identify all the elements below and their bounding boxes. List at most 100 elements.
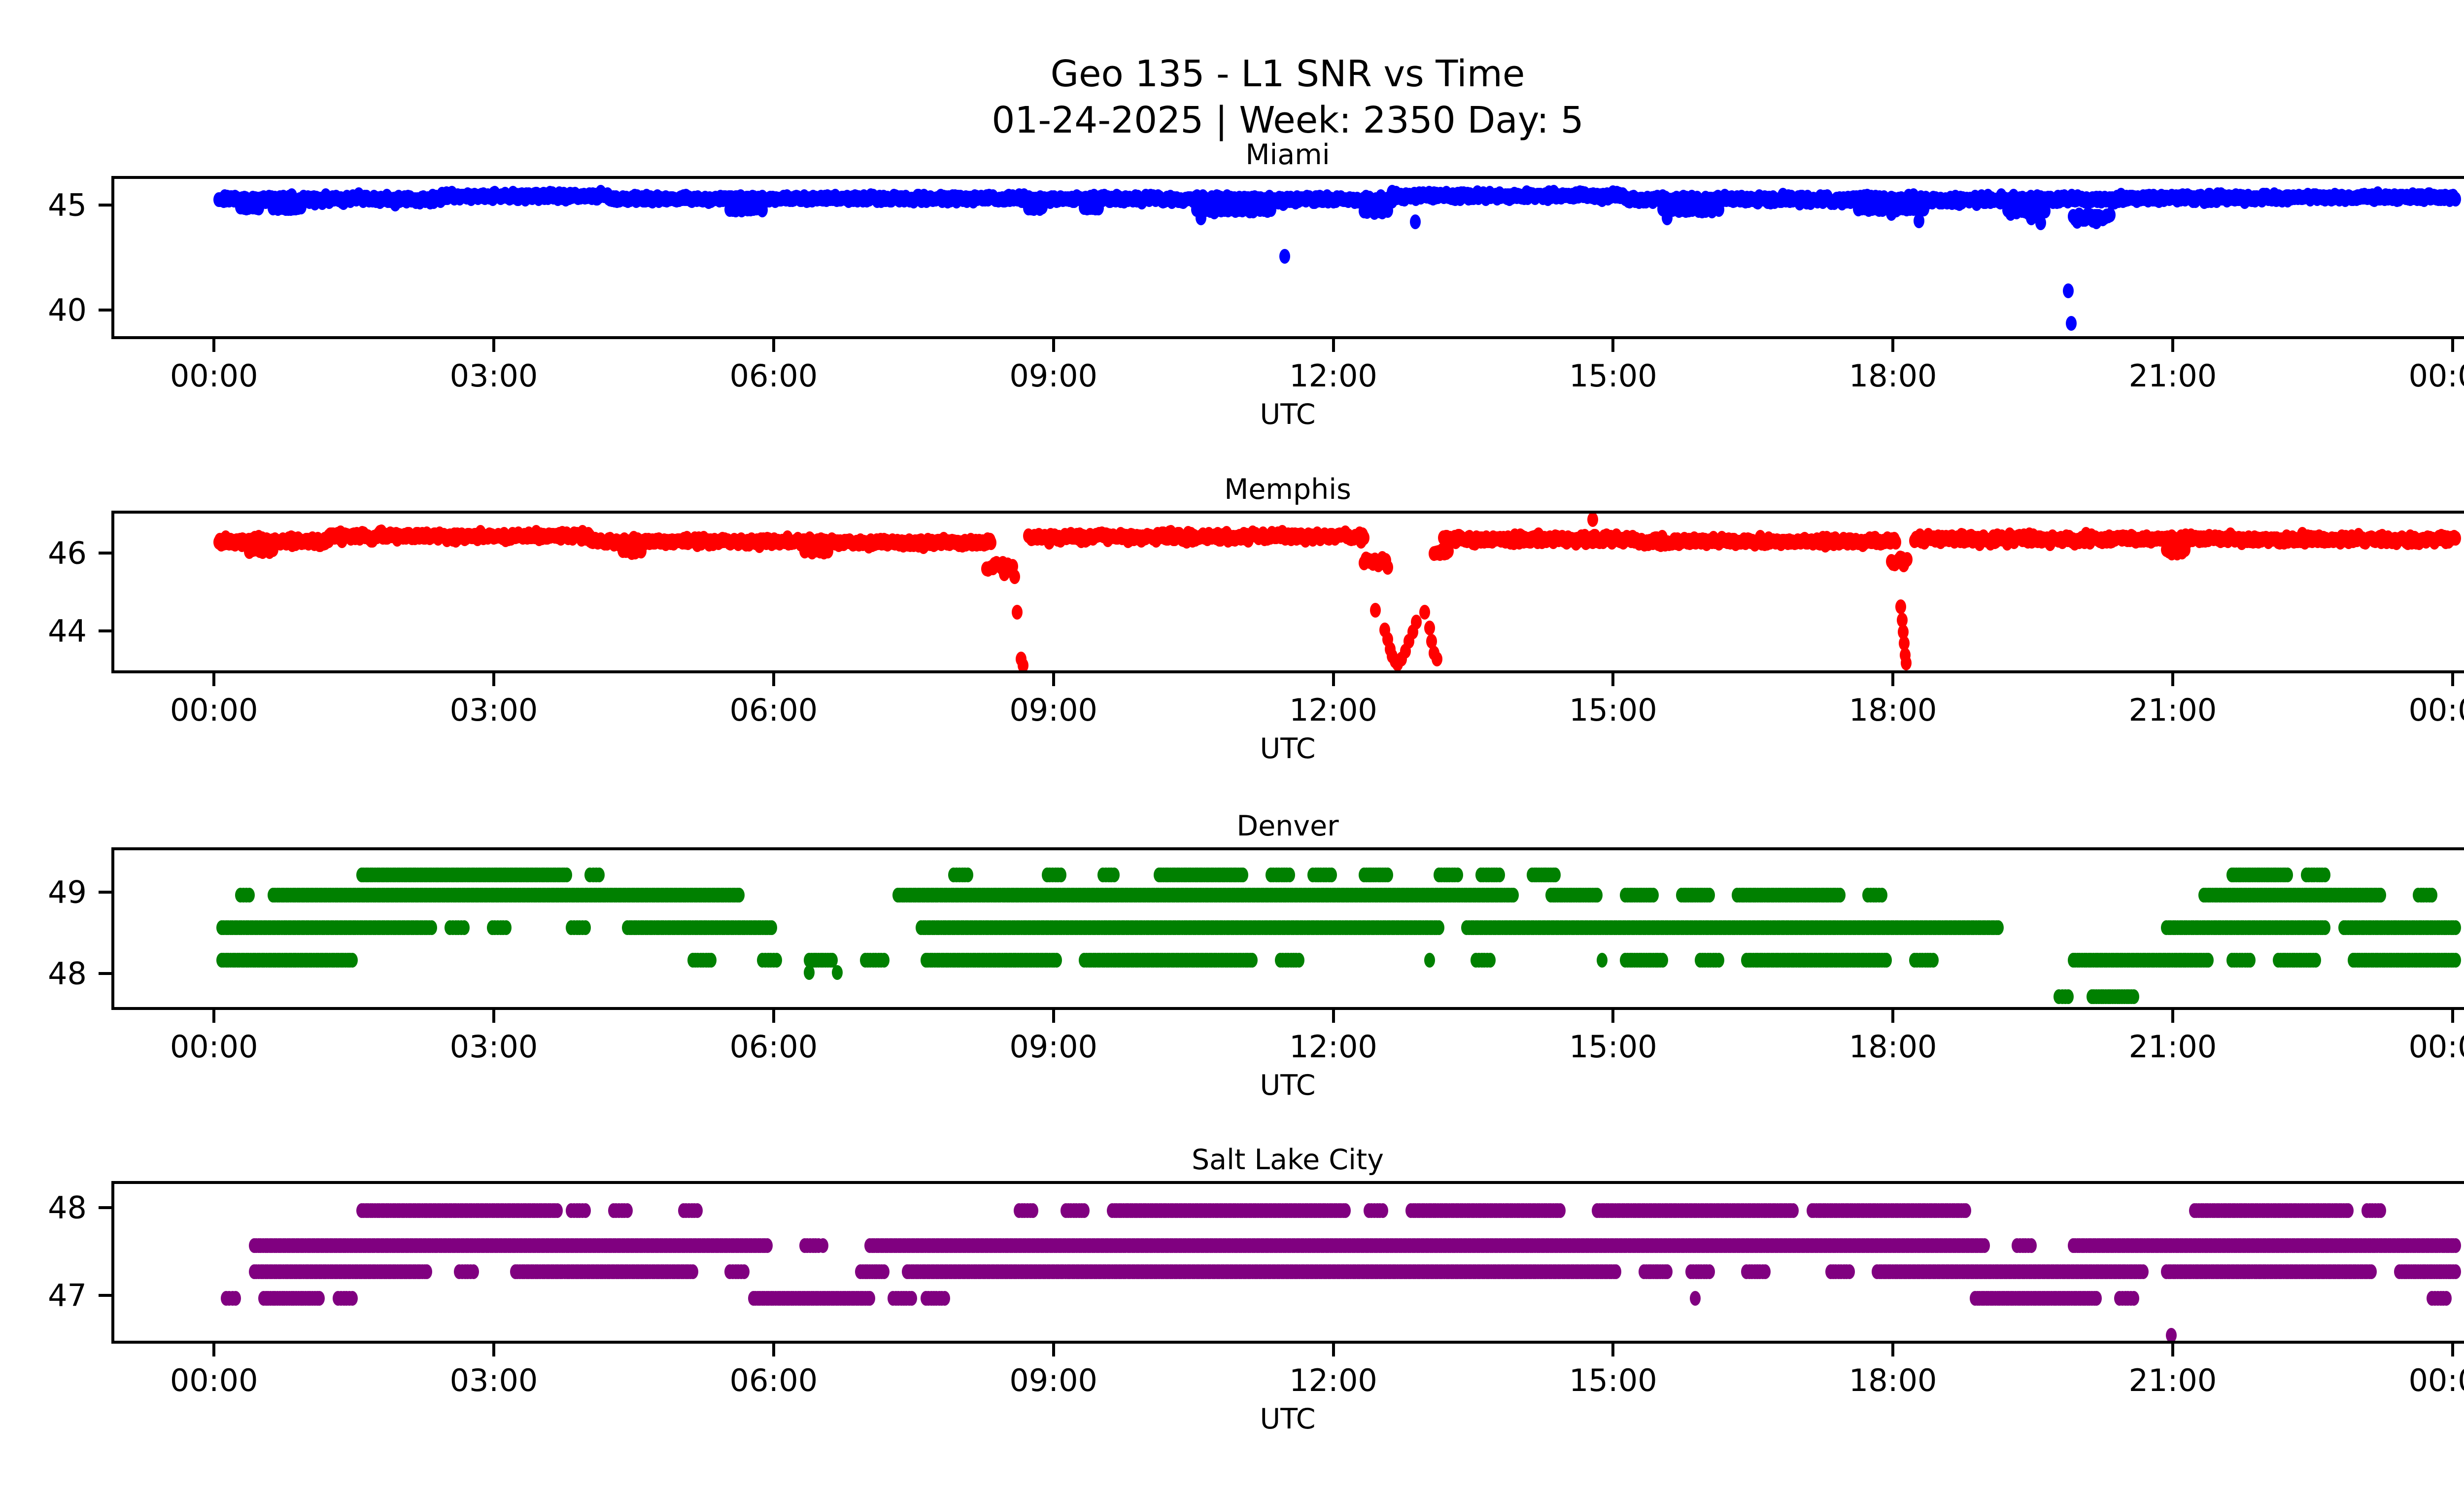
data-point: [1012, 605, 1023, 620]
x-tick-label: 06:00: [729, 358, 818, 394]
data-point: [1704, 887, 1715, 903]
x-tick-mark: [1052, 339, 1055, 352]
figure-suptitle: Geo 135 - L1 SNR vs Time 01-24-2025 | We…: [0, 4, 2464, 191]
suptitle-line-2: 01-24-2025 | Week: 2350 Day: 5: [992, 99, 1584, 142]
suptitle-line-1: Geo 135 - L1 SNR vs Time: [1050, 52, 1525, 95]
data-point: [561, 867, 572, 882]
y-tick-label: 45: [48, 187, 87, 223]
data-point: [1359, 530, 1370, 545]
data-point: [1550, 867, 1561, 882]
x-tick-label: 00:00: [2408, 358, 2464, 394]
data-point: [2105, 208, 2116, 223]
data-point: [1900, 655, 1912, 670]
data-point: [1382, 867, 1393, 882]
x-tick-label: 15:00: [1569, 692, 1657, 728]
x-tick-label: 09:00: [1009, 358, 1098, 394]
x-tick-mark: [492, 339, 496, 352]
data-point: [822, 544, 833, 559]
x-tick-mark: [772, 673, 775, 686]
x-tick-mark: [1332, 339, 1335, 352]
x-tick-label: 18:00: [1848, 358, 1937, 394]
data-point: [2450, 531, 2461, 546]
data-point: [1109, 867, 1120, 882]
data-point: [244, 887, 255, 903]
data-point: [1648, 887, 1659, 903]
data-point: [1419, 605, 1431, 620]
data-point: [1093, 200, 1104, 215]
data-point: [1009, 569, 1020, 585]
x-tick-label: 03:00: [449, 358, 538, 394]
x-tick-mark: [1891, 673, 1895, 686]
data-point: [962, 867, 973, 882]
x-tick-mark: [212, 339, 216, 352]
data-point: [2063, 283, 2074, 299]
data-point: [426, 920, 437, 935]
data-point: [2282, 867, 2293, 882]
data-point: [2179, 542, 2190, 557]
x-tick-mark: [2171, 339, 2174, 352]
y-tick-label: 44: [48, 613, 87, 649]
data-point: [1196, 210, 1207, 225]
data-point: [757, 203, 768, 218]
data-point: [1017, 658, 1028, 670]
y-tick-label: 46: [48, 535, 87, 571]
x-tick-mark: [1332, 673, 1335, 686]
data-point: [1713, 202, 1724, 217]
x-tick-label: 06:00: [729, 692, 818, 728]
data-point: [594, 867, 605, 882]
x-tick-label: 00:00: [170, 692, 258, 728]
data-point: [1452, 867, 1463, 882]
x-tick-mark: [1611, 673, 1615, 686]
subplot-title: Denver: [1236, 810, 1339, 842]
x-tick-mark: [492, 673, 496, 686]
x-axis-label: UTC: [1260, 398, 1316, 431]
data-point: [1895, 599, 1906, 614]
x-tick-label: 00:00: [170, 358, 258, 394]
data-point: [295, 200, 307, 215]
data-point: [1901, 552, 1913, 567]
y-tick-mark: [99, 629, 111, 632]
data-point: [1326, 867, 1337, 882]
data-point: [2427, 887, 2438, 903]
x-tick-label: 12:00: [1289, 358, 1377, 394]
data-point: [580, 920, 591, 935]
x-tick-label: 09:00: [1009, 692, 1098, 728]
data-point: [1382, 560, 1393, 575]
data-point: [1424, 620, 1435, 635]
x-tick-label: 03:00: [449, 692, 538, 728]
data-point: [766, 920, 778, 935]
subplot-title: Memphis: [1224, 473, 1351, 506]
data-point: [1369, 603, 1381, 618]
data-point: [1587, 514, 1598, 527]
data-point: [267, 542, 278, 557]
data-point: [1890, 535, 1902, 550]
data-point: [1382, 203, 1393, 218]
x-tick-mark: [1891, 339, 1895, 352]
data-point: [2035, 215, 2046, 231]
data-point: [1037, 200, 1048, 215]
x-tick-label: 15:00: [1569, 358, 1657, 394]
data-point: [1237, 867, 1249, 882]
subplot-denver: Denver4948l1_snr00:0003:0006:0009:0012:0…: [0, 803, 2464, 1102]
data-point: [1494, 867, 1505, 882]
x-tick-label: 21:00: [2128, 692, 2217, 728]
data-point: [1592, 887, 1603, 903]
x-axis-label: UTC: [1260, 732, 1316, 765]
data-point: [1914, 213, 1925, 228]
data-point: [1876, 887, 1887, 903]
data-point: [1266, 202, 1276, 217]
data-point: [1885, 206, 1897, 221]
x-tick-mark: [212, 673, 216, 686]
plot-area: [111, 511, 2464, 673]
data-point: [500, 920, 512, 935]
data-point: [986, 535, 997, 550]
y-tick-mark: [99, 308, 111, 312]
data-point: [1834, 887, 1846, 903]
data-point: [1431, 651, 1442, 666]
subplot-miami: Miami4540l1_snr00:0003:0006:0009:0012:00…: [0, 132, 2464, 431]
subplot-memphis: Memphis4644l1_snr00:0003:0006:0009:0012:…: [0, 466, 2464, 765]
x-tick-mark: [1611, 339, 1615, 352]
data-point: [253, 200, 265, 215]
y-tick-mark: [99, 552, 111, 555]
